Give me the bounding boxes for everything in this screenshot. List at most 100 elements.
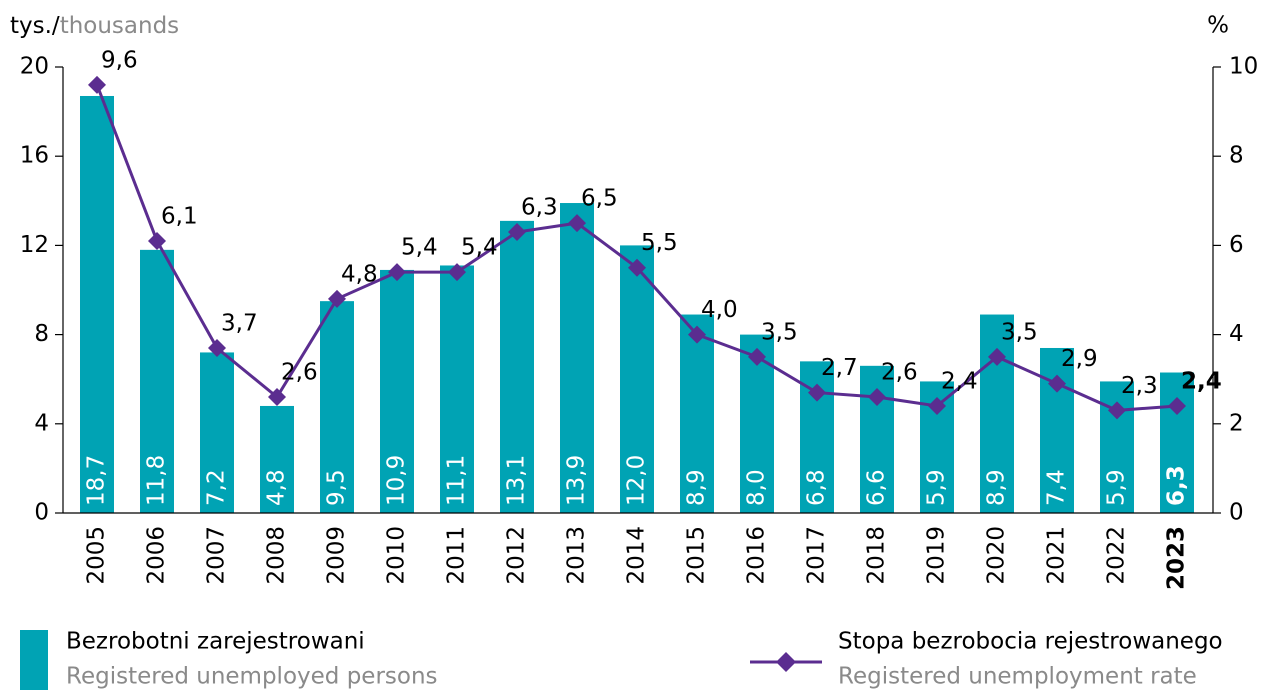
x-tick-label: 2019	[924, 526, 950, 585]
y2-tick-label: 6	[1229, 232, 1244, 258]
y-tick-label: 20	[20, 54, 49, 80]
bar	[440, 265, 474, 513]
legend-label: Bezrobotni zarejestrowani	[66, 629, 365, 655]
rate-marker	[1048, 374, 1066, 393]
bar-value-label: 10,9	[384, 455, 410, 506]
x-tick-label: 2015	[684, 526, 710, 585]
bar-value-label: 8,9	[984, 469, 1010, 506]
x-tick-label: 2011	[444, 526, 470, 585]
rate-value-label: 4,8	[341, 261, 378, 287]
rate-value-label: 6,1	[161, 203, 198, 229]
bar-value-label: 11,8	[144, 455, 170, 506]
legend-marker	[776, 652, 796, 672]
legend-label: Stopa bezrobocia rejestrowanego	[838, 629, 1223, 655]
bar-value-label: 4,8	[264, 469, 290, 506]
rate-value-label: 2,6	[881, 360, 918, 386]
x-tick-label: 2013	[564, 526, 590, 585]
bar-value-label: 7,2	[204, 469, 230, 506]
x-tick-label: 2020	[984, 526, 1010, 585]
bar	[260, 405, 294, 513]
rate-marker	[568, 214, 586, 233]
bar-value-label: 6,6	[864, 469, 890, 506]
bar-value-label: 8,9	[684, 469, 710, 506]
y-tick-label: 16	[20, 143, 49, 169]
rate-marker	[328, 289, 346, 308]
rate-value-label: 6,5	[581, 186, 618, 212]
y-tick-label: 0	[34, 500, 49, 526]
legend-swatch	[20, 630, 48, 690]
bar-value-label: 8,0	[744, 469, 770, 506]
x-tick-label: 2021	[1044, 526, 1070, 585]
rate-marker	[988, 347, 1006, 366]
legend-label-en: Registered unemployed persons	[66, 664, 438, 690]
rate-value-label: 6,3	[521, 195, 558, 221]
x-tick-label: 2008	[264, 526, 290, 585]
rate-marker	[448, 263, 466, 282]
x-tick-label: 2016	[744, 526, 770, 585]
x-tick-label: 2017	[804, 526, 830, 585]
bar-value-label: 5,9	[924, 469, 950, 506]
y-axis-label: tys./thousands	[10, 13, 179, 39]
rate-value-label: 5,4	[461, 235, 498, 261]
rate-value-label: 2,4	[941, 368, 978, 394]
y2-tick-label: 8	[1229, 143, 1244, 169]
bar-value-label: 18,7	[84, 455, 110, 506]
bar	[380, 269, 414, 513]
bar-value-label: 6,8	[804, 469, 830, 506]
rate-marker	[628, 258, 646, 277]
bar-value-label: 7,4	[1044, 469, 1070, 506]
rate-value-label: 2,7	[821, 355, 858, 381]
rate-marker	[1108, 401, 1126, 420]
bar-value-label: 11,1	[444, 455, 470, 506]
rate-marker	[1168, 396, 1186, 415]
bar	[1160, 372, 1194, 513]
x-tick-label: 2010	[384, 526, 410, 585]
rate-marker	[928, 396, 946, 415]
bar	[200, 352, 234, 513]
rate-value-label: 3,5	[761, 319, 798, 345]
bar	[140, 249, 174, 514]
x-tick-label: 2023	[1164, 526, 1190, 590]
rate-value-label: 2,3	[1121, 373, 1158, 399]
y-tick-label: 12	[20, 232, 49, 258]
bar	[320, 301, 354, 513]
x-tick-label: 2007	[204, 526, 230, 585]
x-tick-label: 2005	[84, 526, 110, 585]
bar	[980, 314, 1014, 513]
rate-marker	[268, 388, 286, 407]
bar	[560, 203, 594, 513]
rate-marker	[808, 383, 826, 402]
y-tick-label: 8	[34, 321, 49, 347]
bar	[680, 314, 714, 513]
x-tick-label: 2012	[504, 526, 530, 585]
x-tick-label: 2014	[624, 526, 650, 585]
bar-value-label: 13,1	[504, 455, 530, 506]
x-tick-label: 2009	[324, 526, 350, 585]
y2-tick-label: 2	[1229, 410, 1244, 436]
rate-value-label: 2,4	[1181, 368, 1222, 394]
bar	[500, 220, 534, 513]
y2-tick-label: 10	[1229, 54, 1258, 80]
rate-marker	[208, 338, 226, 357]
rate-marker	[88, 75, 106, 94]
x-tick-label: 2022	[1104, 526, 1130, 585]
y-tick-label: 4	[34, 410, 49, 436]
rate-marker	[748, 347, 766, 366]
bar-value-label: 6,3	[1164, 465, 1190, 506]
rate-value-label: 4,0	[701, 297, 738, 323]
rate-marker	[688, 325, 706, 344]
bar-value-label: 12,0	[624, 455, 650, 506]
rate-marker	[148, 231, 166, 250]
rate-value-label: 2,9	[1061, 346, 1098, 372]
rate-value-label: 9,6	[101, 47, 138, 73]
rate-value-label: 3,5	[1001, 319, 1038, 345]
bar-value-label: 5,9	[1104, 469, 1130, 506]
rate-value-label: 3,7	[221, 310, 258, 336]
bar	[80, 95, 114, 514]
bar-value-label: 9,5	[324, 469, 350, 506]
x-tick-label: 2006	[144, 526, 170, 585]
legend-label-en: Registered unemployment rate	[838, 664, 1197, 690]
rate-marker	[868, 388, 886, 407]
rate-value-label: 5,4	[401, 235, 438, 261]
y-label: tys./	[10, 13, 60, 39]
